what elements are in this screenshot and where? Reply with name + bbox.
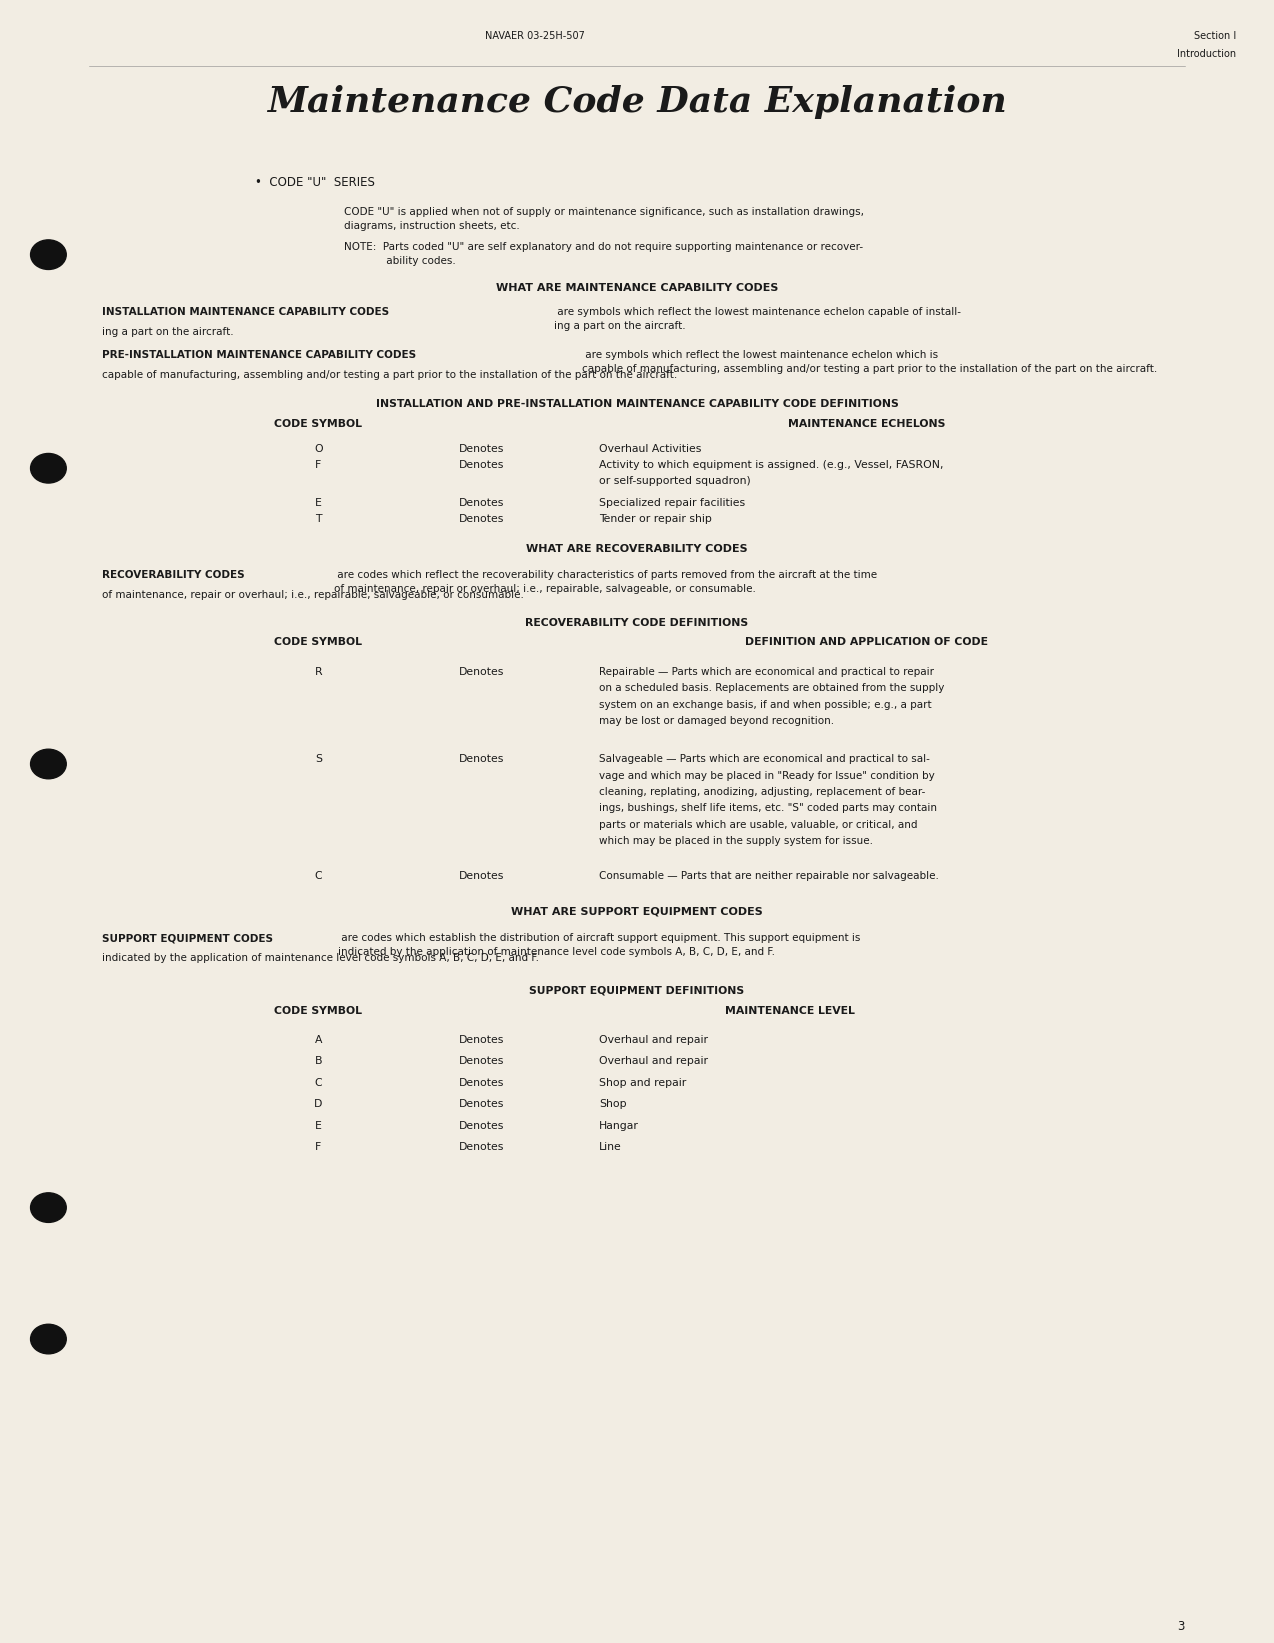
Text: D: D xyxy=(315,1099,322,1109)
Text: cleaning, replating, anodizing, adjusting, replacement of bear-: cleaning, replating, anodizing, adjustin… xyxy=(599,787,925,797)
Text: Denotes: Denotes xyxy=(459,1099,505,1109)
Text: DEFINITION AND APPLICATION OF CODE: DEFINITION AND APPLICATION OF CODE xyxy=(745,637,987,647)
Ellipse shape xyxy=(31,1193,66,1222)
Text: are codes which establish the distribution of aircraft support equipment. This s: are codes which establish the distributi… xyxy=(338,933,860,958)
Text: indicated by the application of maintenance level code symbols A, B, C, D, E, an: indicated by the application of maintena… xyxy=(102,953,539,963)
Text: Shop: Shop xyxy=(599,1099,627,1109)
Text: S: S xyxy=(315,754,322,764)
Text: or self-supported squadron): or self-supported squadron) xyxy=(599,476,750,486)
Text: WHAT ARE RECOVERABILITY CODES: WHAT ARE RECOVERABILITY CODES xyxy=(526,544,748,554)
Text: Overhaul Activities: Overhaul Activities xyxy=(599,444,701,453)
Text: are symbols which reflect the lowest maintenance echelon capable of install-
ing: are symbols which reflect the lowest mai… xyxy=(554,307,961,332)
Text: Denotes: Denotes xyxy=(459,1078,505,1088)
Text: NAVAER 03-25H-507: NAVAER 03-25H-507 xyxy=(485,31,585,41)
Text: Denotes: Denotes xyxy=(459,871,505,881)
Text: may be lost or damaged beyond recognition.: may be lost or damaged beyond recognitio… xyxy=(599,716,834,726)
Text: Salvageable — Parts which are economical and practical to sal-: Salvageable — Parts which are economical… xyxy=(599,754,930,764)
Text: Maintenance Code Data Explanation: Maintenance Code Data Explanation xyxy=(268,85,1006,120)
Text: Overhaul and repair: Overhaul and repair xyxy=(599,1035,708,1045)
Text: Hangar: Hangar xyxy=(599,1121,638,1130)
Text: Activity to which equipment is assigned. (e.g., Vessel, FASRON,: Activity to which equipment is assigned.… xyxy=(599,460,943,470)
Text: CODE SYMBOL: CODE SYMBOL xyxy=(274,637,363,647)
Text: Introduction: Introduction xyxy=(1177,49,1236,59)
Text: Denotes: Denotes xyxy=(459,460,505,470)
Text: C: C xyxy=(315,871,322,881)
Text: WHAT ARE SUPPORT EQUIPMENT CODES: WHAT ARE SUPPORT EQUIPMENT CODES xyxy=(511,907,763,917)
Text: ing a part on the aircraft.: ing a part on the aircraft. xyxy=(102,327,233,337)
Text: E: E xyxy=(315,498,322,508)
Text: which may be placed in the supply system for issue.: which may be placed in the supply system… xyxy=(599,836,873,846)
Text: PRE-INSTALLATION MAINTENANCE CAPABILITY CODES: PRE-INSTALLATION MAINTENANCE CAPABILITY … xyxy=(102,350,417,360)
Text: vage and which may be placed in "Ready for Issue" condition by: vage and which may be placed in "Ready f… xyxy=(599,771,935,780)
Text: INSTALLATION AND PRE-INSTALLATION MAINTENANCE CAPABILITY CODE DEFINITIONS: INSTALLATION AND PRE-INSTALLATION MAINTE… xyxy=(376,399,898,409)
Text: Specialized repair facilities: Specialized repair facilities xyxy=(599,498,745,508)
Text: SUPPORT EQUIPMENT DEFINITIONS: SUPPORT EQUIPMENT DEFINITIONS xyxy=(530,986,744,996)
Text: MAINTENANCE ECHELONS: MAINTENANCE ECHELONS xyxy=(787,419,945,429)
Text: O: O xyxy=(315,444,322,453)
Text: B: B xyxy=(315,1056,322,1066)
Text: INSTALLATION MAINTENANCE CAPABILITY CODES: INSTALLATION MAINTENANCE CAPABILITY CODE… xyxy=(102,307,389,317)
Text: Denotes: Denotes xyxy=(459,1056,505,1066)
Text: •  CODE "U"  SERIES: • CODE "U" SERIES xyxy=(255,176,375,189)
Text: A: A xyxy=(315,1035,322,1045)
Text: C: C xyxy=(315,1078,322,1088)
Text: of maintenance, repair or overhaul; i.e., repairable, salvageable, or consumable: of maintenance, repair or overhaul; i.e.… xyxy=(102,590,524,600)
Text: ings, bushings, shelf life items, etc. "S" coded parts may contain: ings, bushings, shelf life items, etc. "… xyxy=(599,803,936,813)
Text: Denotes: Denotes xyxy=(459,754,505,764)
Text: Section I: Section I xyxy=(1194,31,1236,41)
Text: WHAT ARE MAINTENANCE CAPABILITY CODES: WHAT ARE MAINTENANCE CAPABILITY CODES xyxy=(496,283,778,292)
Text: Denotes: Denotes xyxy=(459,1121,505,1130)
Text: Repairable — Parts which are economical and practical to repair: Repairable — Parts which are economical … xyxy=(599,667,934,677)
Text: are symbols which reflect the lowest maintenance echelon which is
capable of man: are symbols which reflect the lowest mai… xyxy=(582,350,1158,375)
Text: MAINTENANCE LEVEL: MAINTENANCE LEVEL xyxy=(725,1006,855,1015)
Text: F: F xyxy=(316,1142,321,1152)
Text: Denotes: Denotes xyxy=(459,444,505,453)
Text: system on an exchange basis, if and when possible; e.g., a part: system on an exchange basis, if and when… xyxy=(599,700,931,710)
Text: Shop and repair: Shop and repair xyxy=(599,1078,685,1088)
Ellipse shape xyxy=(31,453,66,483)
Text: Denotes: Denotes xyxy=(459,498,505,508)
Text: parts or materials which are usable, valuable, or critical, and: parts or materials which are usable, val… xyxy=(599,820,917,830)
Ellipse shape xyxy=(31,1324,66,1354)
Text: Consumable — Parts that are neither repairable nor salvageable.: Consumable — Parts that are neither repa… xyxy=(599,871,939,881)
Text: CODE "U" is applied when not of supply or maintenance significance, such as inst: CODE "U" is applied when not of supply o… xyxy=(344,207,864,232)
Text: CODE SYMBOL: CODE SYMBOL xyxy=(274,419,363,429)
Text: RECOVERABILITY CODE DEFINITIONS: RECOVERABILITY CODE DEFINITIONS xyxy=(525,618,749,628)
Text: capable of manufacturing, assembling and/or testing a part prior to the installa: capable of manufacturing, assembling and… xyxy=(102,370,678,380)
Text: are codes which reflect the recoverability characteristics of parts removed from: are codes which reflect the recoverabili… xyxy=(334,570,877,595)
Text: E: E xyxy=(315,1121,322,1130)
Text: Denotes: Denotes xyxy=(459,1035,505,1045)
Text: Line: Line xyxy=(599,1142,622,1152)
Text: R: R xyxy=(315,667,322,677)
Text: NOTE:  Parts coded "U" are self explanatory and do not require supporting mainte: NOTE: Parts coded "U" are self explanato… xyxy=(344,242,862,266)
Text: Denotes: Denotes xyxy=(459,667,505,677)
Text: SUPPORT EQUIPMENT CODES: SUPPORT EQUIPMENT CODES xyxy=(102,933,273,943)
Text: F: F xyxy=(316,460,321,470)
Text: 3: 3 xyxy=(1177,1620,1185,1633)
Ellipse shape xyxy=(31,240,66,269)
Ellipse shape xyxy=(31,749,66,779)
Text: Denotes: Denotes xyxy=(459,1142,505,1152)
Text: T: T xyxy=(315,514,322,524)
Text: on a scheduled basis. Replacements are obtained from the supply: on a scheduled basis. Replacements are o… xyxy=(599,683,944,693)
Text: CODE SYMBOL: CODE SYMBOL xyxy=(274,1006,363,1015)
Text: Tender or repair ship: Tender or repair ship xyxy=(599,514,712,524)
Text: Overhaul and repair: Overhaul and repair xyxy=(599,1056,708,1066)
Text: RECOVERABILITY CODES: RECOVERABILITY CODES xyxy=(102,570,245,580)
Text: Denotes: Denotes xyxy=(459,514,505,524)
